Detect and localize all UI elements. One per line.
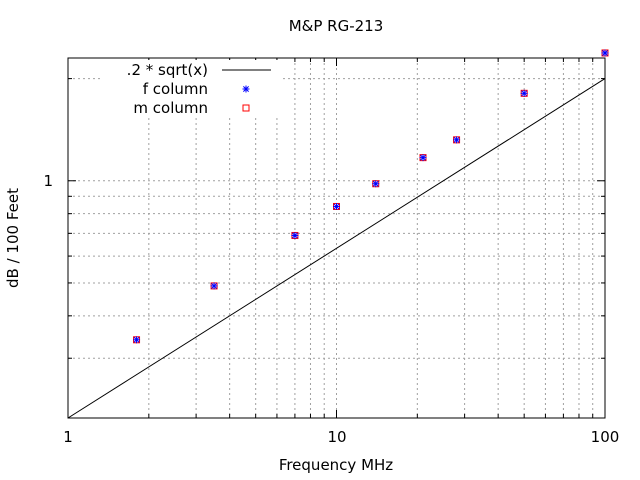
f-column-point (291, 231, 299, 239)
f-column-point (372, 180, 380, 188)
legend-label-m: m column (133, 99, 208, 117)
f-column-point (520, 89, 528, 97)
f-column-point (419, 154, 427, 162)
function-curve (67, 78, 606, 419)
legend-label-f: f column (143, 80, 208, 98)
x-tick-label-10: 10 (327, 428, 346, 446)
x-tick-label-1: 1 (63, 428, 73, 446)
f-column-point (453, 136, 461, 144)
y-axis-label: dB / 100 Feet (4, 188, 22, 288)
y-tick-label-1: 1 (43, 172, 53, 190)
chart-title: M&P RG-213 (289, 17, 384, 35)
grid-lines (68, 58, 605, 418)
legend: .2 * sqrt(x) f column m column (100, 60, 280, 118)
data-points (133, 49, 609, 344)
f-column-point (333, 202, 340, 210)
legend-marker-m (242, 104, 250, 112)
f-column-point (133, 336, 141, 344)
legend-label-curve: .2 * sqrt(x) (127, 61, 208, 79)
f-column-point (601, 49, 609, 57)
f-column-point (210, 282, 218, 290)
x-tick-label-100: 100 (591, 428, 620, 446)
x-axis-label: Frequency MHz (279, 456, 393, 474)
legend-marker-f (242, 85, 250, 93)
legend-marker-f-glyph (242, 85, 250, 93)
